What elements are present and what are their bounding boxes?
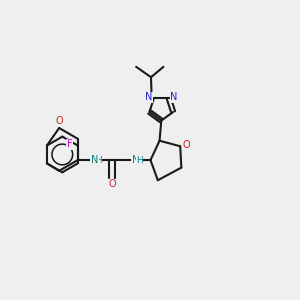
Text: F: F: [67, 139, 72, 149]
Text: O: O: [55, 116, 63, 127]
Text: N: N: [145, 92, 152, 102]
Text: H: H: [136, 156, 143, 165]
Text: N: N: [91, 155, 98, 165]
Text: O: O: [183, 140, 190, 150]
Text: O: O: [108, 179, 116, 190]
Text: N: N: [170, 92, 178, 102]
Text: H: H: [95, 156, 102, 165]
Text: N: N: [132, 155, 139, 165]
